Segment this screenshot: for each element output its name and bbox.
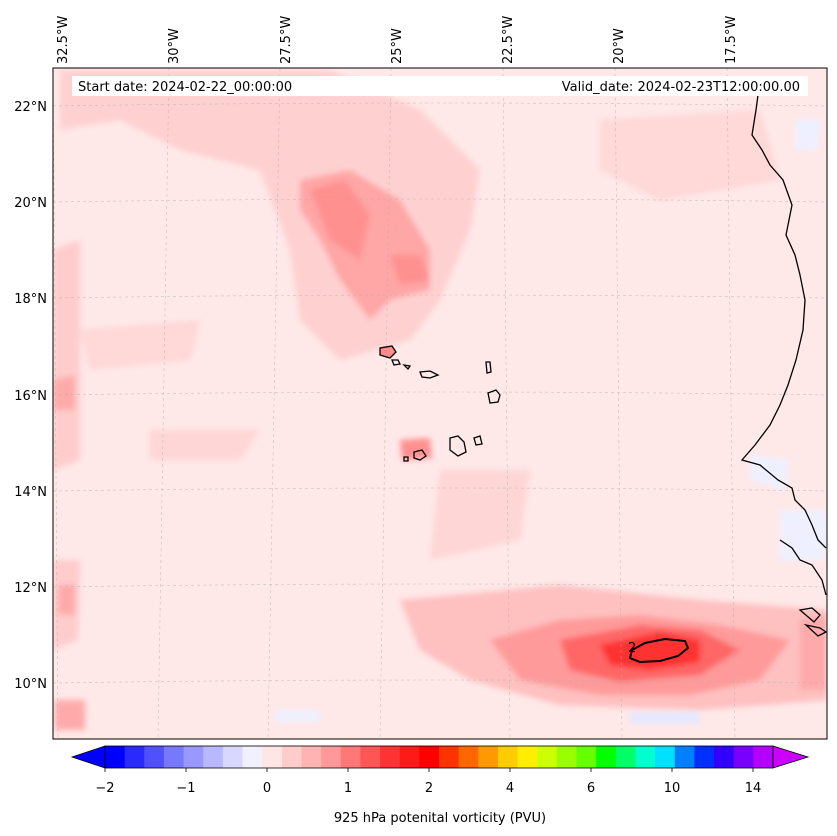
colorbar-cell	[399, 746, 420, 768]
colorbar-cell	[478, 746, 499, 768]
colorbar-tick-label: 0	[263, 781, 271, 796]
colorbar-cell	[262, 746, 283, 768]
colorbar: −2 −1 0 1 2 4 6 10 14 925 hPa potenital …	[70, 745, 810, 826]
colorbar-cell	[301, 746, 322, 768]
valid-date: Valid_date: 2024-02-23T12:00:00.00	[562, 80, 800, 95]
contour-label: 2	[628, 641, 636, 656]
colorbar-cell	[340, 746, 361, 768]
colorbar-cell	[596, 746, 617, 768]
colorbar-cell	[321, 746, 342, 768]
colorbar-cell	[556, 746, 578, 768]
colorbar-cell	[380, 746, 401, 768]
colorbar-tick-label: 4	[506, 781, 514, 796]
coastline	[379, 79, 827, 637]
lat-label: 20°N	[14, 196, 47, 211]
colorbar-cell	[733, 746, 754, 768]
lat-label: 10°N	[14, 677, 47, 692]
colorbar-cell	[694, 746, 715, 768]
colorbar-cell	[281, 746, 302, 768]
colorbar-cell	[714, 746, 735, 768]
colorbar-cell	[105, 746, 126, 768]
colorbar-cell	[655, 746, 676, 768]
colorbar-tick-label: −1	[176, 781, 195, 796]
colorbar-cell	[222, 746, 244, 768]
contour-2	[628, 637, 690, 664]
colorbar-cell	[242, 746, 263, 768]
colorbar-cell	[576, 746, 597, 768]
longitude-labels: 32.5°W 30°W 27.5°W 25°W 22.5°W 20°W 17.5…	[56, 16, 739, 64]
colorbar-cell	[635, 746, 656, 768]
lon-label: 25°W	[390, 28, 405, 64]
colorbar-tick-label: 14	[745, 781, 762, 796]
lat-label: 12°N	[14, 581, 47, 596]
colorbar-tick-label: −2	[95, 781, 114, 796]
lon-label: 32.5°W	[56, 16, 71, 64]
lon-label: 20°W	[612, 28, 627, 64]
colorbar-ticks	[104, 768, 754, 772]
colorbar-tick-label: 6	[587, 781, 595, 796]
colorbar-cell	[537, 746, 558, 768]
colorbar-tick-label: 10	[664, 781, 681, 796]
colorbar-cell	[360, 746, 381, 768]
colorbar-cell	[458, 746, 479, 768]
colorbar-cell	[439, 746, 460, 768]
lat-label: 16°N	[14, 389, 47, 404]
colorbar-max-arrow	[772, 745, 810, 769]
latitude-labels: 22°N 20°N 18°N 16°N 14°N 12°N 10°N	[14, 100, 47, 692]
colorbar-label: 925 hPa potenital vorticity (PVU)	[334, 811, 546, 826]
colorbar-cell	[183, 746, 204, 768]
colorbar-cell	[203, 746, 224, 768]
colorbar-min-arrow	[70, 745, 106, 769]
pv-field: 2	[53, 68, 827, 739]
colorbar-cell	[124, 746, 145, 768]
lat-label: 18°N	[14, 292, 47, 307]
colorbar-tick-label: 2	[425, 781, 433, 796]
colorbar-cell	[517, 746, 538, 768]
colorbar-cell	[419, 746, 440, 768]
colorbar-frame	[104, 745, 774, 769]
lon-label: 27.5°W	[279, 16, 294, 64]
colorbar-cell	[615, 746, 636, 768]
colorbar-cell	[163, 746, 185, 768]
graticule	[53, 68, 827, 739]
lat-label: 22°N	[14, 100, 47, 115]
lon-label: 30°W	[167, 28, 182, 64]
colorbar-tick-label: 1	[344, 781, 352, 796]
map-frame	[52, 67, 828, 740]
colorbar-cells	[105, 746, 774, 768]
header-box	[72, 76, 808, 96]
start-date: Start date: 2024-02-22_00:00:00	[78, 80, 292, 95]
lon-label: 17.5°W	[724, 16, 739, 64]
colorbar-cell	[144, 746, 165, 768]
colorbar-cell	[497, 746, 519, 768]
colorbar-cell	[753, 746, 774, 768]
lon-label: 22.5°W	[501, 16, 516, 64]
colorbar-cell	[674, 746, 695, 768]
lat-label: 14°N	[14, 485, 47, 500]
